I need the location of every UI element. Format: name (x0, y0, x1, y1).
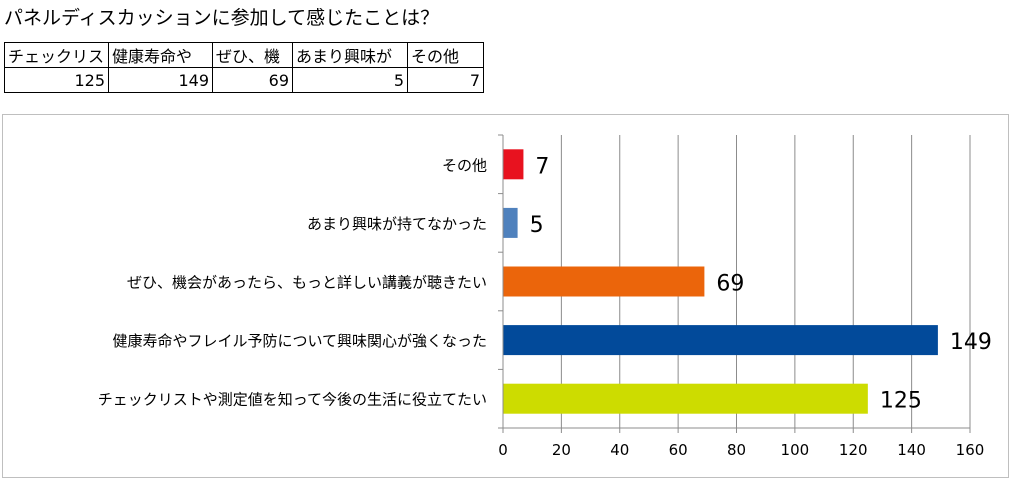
category-label: あまり興味が持てなかった (307, 215, 487, 233)
x-tick-label: 80 (727, 441, 746, 459)
bar-chart: 0 20 40 60 80 100 120 140 160 その他 7 あまり興味が持てなかった 5 ぜひ… (98, 134, 992, 459)
table-value-cell: 149 (108, 67, 213, 93)
x-tick-label: 100 (781, 441, 810, 459)
category-label: 健康寿命やフレイル予防について興味関心が強くなった (112, 332, 487, 350)
category-label: ぜひ、機会があったら、もっと詳しい講義が聴きたい (127, 274, 487, 292)
table-value-cell: 5 (292, 67, 408, 93)
data-label: 7 (535, 154, 549, 179)
bar (503, 325, 938, 356)
bar (503, 266, 705, 297)
table-header-cell: その他 (407, 42, 484, 68)
x-tick-label: 20 (552, 441, 571, 459)
category-label: その他 (442, 156, 487, 174)
data-label: 125 (880, 389, 922, 414)
x-tick-label: 140 (897, 441, 926, 459)
table-header-cell: あまり興味が (292, 42, 408, 68)
x-tick-label: 0 (498, 441, 508, 459)
table-value-cell: 69 (212, 67, 293, 93)
x-tick-label: 40 (610, 441, 629, 459)
table-header-cell: チェックリス (4, 42, 109, 68)
chart-area: 0 20 40 60 80 100 120 140 160 その他 7 あまり興味が持てなかった 5 ぜひ… (2, 114, 1009, 478)
bar (503, 207, 518, 238)
x-tick-label: 120 (839, 441, 868, 459)
category-label: チェックリストや測定値を知って今後の生活に役立てたい (98, 391, 487, 409)
page-title: パネルディスカッションに参加して感じたことは？ (4, 7, 440, 29)
table-value-cell: 7 (407, 67, 484, 93)
table-header-cell: ぜひ、機 (212, 42, 293, 68)
data-label: 5 (530, 213, 544, 238)
x-tick-label: 60 (669, 441, 688, 459)
table-header-row: チェックリス 健康寿命や ぜひ、機 あまり興味が その他 (4, 42, 484, 68)
table-value-row: 125 149 69 5 7 (4, 67, 484, 93)
x-tick-label: 160 (956, 441, 985, 459)
data-label: 149 (950, 330, 992, 355)
data-label: 69 (716, 272, 744, 297)
table-value-cell: 125 (4, 67, 109, 93)
bar (503, 383, 868, 414)
bar (503, 149, 524, 180)
summary-table: チェックリス 健康寿命や ぜひ、機 あまり興味が その他 125 149 69 … (4, 42, 484, 93)
table-header-cell: 健康寿命や (108, 42, 213, 68)
